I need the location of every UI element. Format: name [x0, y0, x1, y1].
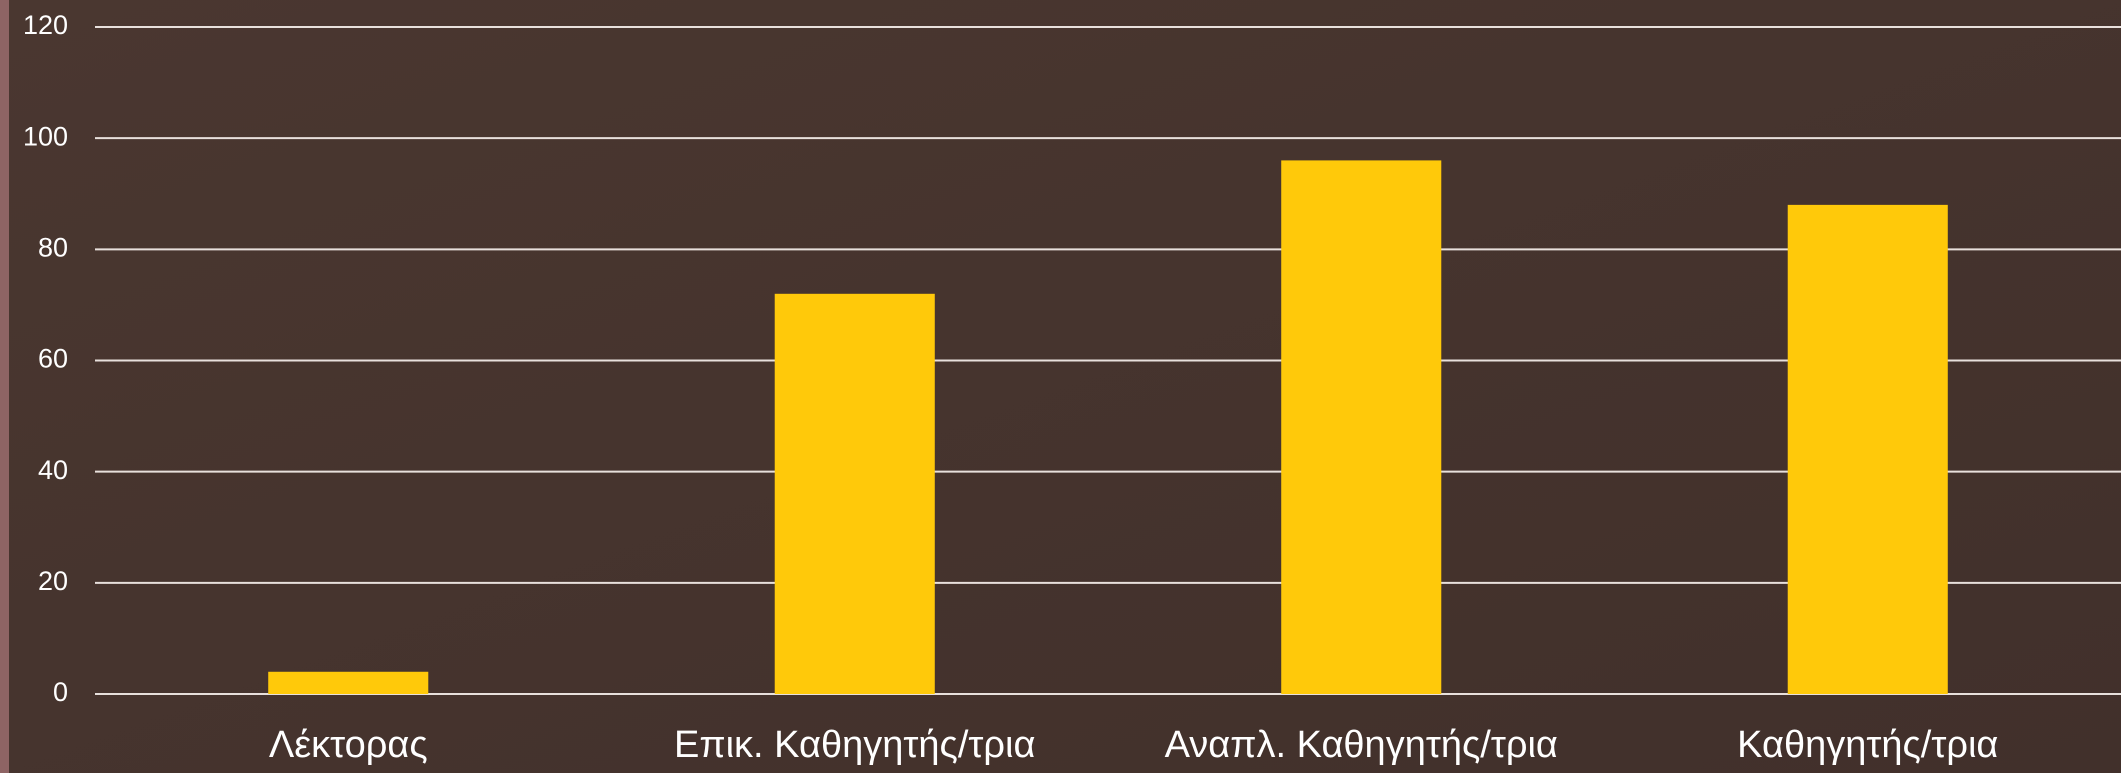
x-tick-label: Καθηγητής/τρια: [1737, 724, 1998, 766]
bar: [1787, 204, 1948, 694]
y-tick-label: 40: [38, 455, 68, 485]
y-tick-label: 60: [38, 344, 68, 374]
bar: [774, 293, 935, 694]
side-strip: [0, 0, 9, 773]
y-tick-label: 20: [38, 566, 68, 596]
bar: [268, 671, 429, 694]
x-tick-label: Αναπλ. Καθηγητής/τρια: [1165, 724, 1558, 766]
x-tick-label: Επικ. Καθηγητής/τρια: [674, 724, 1035, 766]
x-tick-label: Λέκτορας: [269, 724, 428, 766]
y-tick-label: 80: [38, 232, 68, 262]
y-tick-label: 120: [23, 10, 68, 40]
bar: [1281, 160, 1442, 694]
y-tick-label: 100: [23, 121, 68, 151]
y-tick-label: 0: [53, 677, 68, 707]
